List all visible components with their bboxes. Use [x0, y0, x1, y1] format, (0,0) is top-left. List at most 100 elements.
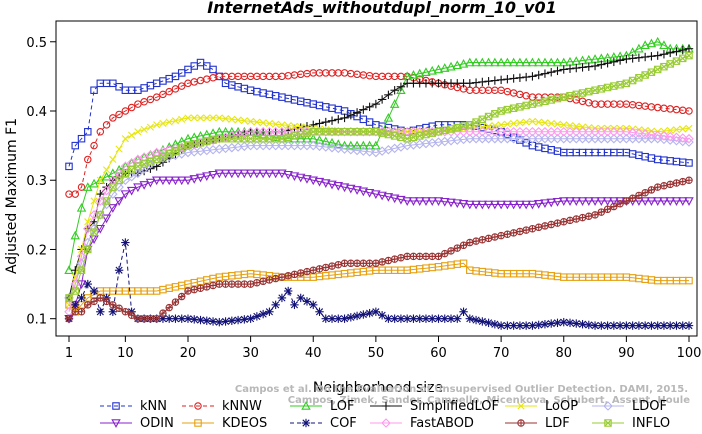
- data-point-ldof: [483, 133, 494, 144]
- data-point-inflo: [653, 65, 662, 74]
- data-point-simplifiedlof: [666, 48, 675, 58]
- data-point-odin: [659, 197, 669, 206]
- data-point-simplifiedlof: [471, 78, 481, 87]
- data-point-odin: [577, 197, 588, 206]
- data-point-cof: [384, 314, 393, 323]
- data-point-odin: [546, 198, 556, 208]
- data-point-simplifiedlof: [509, 74, 518, 83]
- legend-entry-knnw: kNNW: [182, 399, 262, 414]
- data-point-loop: [516, 119, 524, 127]
- data-point-ldof: [552, 133, 563, 144]
- data-point-cof: [296, 293, 305, 303]
- data-point-odin: [421, 197, 431, 206]
- legend-marker-ldof: [603, 401, 613, 411]
- data-point-odin: [170, 176, 181, 186]
- data-point-knn: [90, 86, 98, 94]
- data-point-odin: [377, 191, 387, 201]
- data-point-lof: [527, 57, 538, 67]
- legend-entry-ldf: LDF: [505, 416, 570, 431]
- data-point-simplifiedlof: [659, 50, 669, 59]
- data-point-knn: [84, 128, 92, 136]
- data-point-knn: [359, 115, 368, 124]
- data-point-lof: [321, 136, 331, 146]
- data-point-fastabod: [602, 126, 613, 137]
- data-point-ldf: [315, 265, 324, 273]
- data-point-loop: [685, 124, 693, 132]
- data-point-odin: [684, 197, 694, 206]
- data-point-odin: [308, 176, 318, 186]
- data-point-odin: [471, 200, 481, 210]
- data-point-odin: [584, 197, 594, 206]
- data-point-odin: [671, 197, 682, 206]
- data-point-fastabod: [684, 133, 694, 144]
- data-point-ldf: [566, 216, 574, 225]
- x-tick-label: 50: [368, 346, 385, 361]
- data-point-odin: [314, 177, 325, 187]
- data-point-ldf: [534, 223, 543, 232]
- data-point-simplifiedlof: [584, 62, 593, 71]
- data-point-lof: [546, 57, 556, 67]
- legend-marker-cof: [301, 418, 311, 428]
- data-point-simplifiedlof: [628, 54, 637, 63]
- data-point-simplifiedlof: [634, 53, 644, 62]
- data-point-cof: [177, 314, 186, 323]
- data-point-lof: [540, 57, 550, 67]
- data-point-loop: [578, 123, 587, 131]
- data-point-cof: [277, 293, 287, 303]
- legend-entry-fastabod: FastABOD: [370, 416, 474, 431]
- data-point-ldof: [490, 133, 500, 144]
- data-point-cof: [365, 308, 374, 318]
- data-point-simplifiedlof: [540, 69, 550, 78]
- y-tick-label: 0.1: [26, 313, 47, 328]
- data-point-fastabod: [283, 126, 293, 137]
- data-point-fastabod: [584, 126, 594, 137]
- data-point-fastabod: [496, 126, 506, 137]
- data-point-loop: [247, 117, 255, 125]
- legend-entry-cof: COF: [290, 416, 357, 431]
- data-point-ldof: [677, 136, 688, 147]
- data-point-odin: [533, 200, 544, 209]
- data-point-odin: [446, 198, 456, 208]
- data-point-inflo: [71, 287, 80, 295]
- data-point-ldof: [320, 142, 331, 152]
- data-point-cof: [190, 315, 199, 324]
- data-point-loop: [221, 115, 230, 123]
- data-point-ldf: [96, 294, 105, 302]
- data-point-odin: [139, 181, 149, 190]
- legend-marker-fastabod: [381, 418, 391, 428]
- data-point-fastabod: [609, 126, 619, 137]
- data-point-fastabod: [558, 126, 569, 137]
- data-point-simplifiedlof: [684, 44, 694, 53]
- data-point-fastabod: [590, 126, 600, 137]
- data-point-ldf: [653, 183, 662, 191]
- data-point-lof: [364, 140, 375, 150]
- data-point-loop: [178, 115, 186, 123]
- data-point-ldof: [665, 135, 675, 145]
- data-point-loop: [535, 118, 543, 126]
- data-point-ldf: [453, 244, 462, 252]
- data-point-ldf: [359, 259, 368, 268]
- data-point-inflo: [672, 57, 681, 65]
- data-point-fastabod: [396, 126, 406, 137]
- data-point-cof: [302, 297, 312, 306]
- data-point-fastabod: [577, 126, 588, 137]
- data-point-inflo: [271, 134, 280, 143]
- data-point-simplifiedlof: [578, 63, 587, 72]
- data-point-simplifiedlof: [327, 116, 337, 125]
- data-point-ldf: [559, 218, 568, 226]
- data-point-knnw: [96, 128, 105, 136]
- data-point-ldf: [328, 262, 336, 270]
- data-point-cof: [390, 314, 399, 323]
- data-point-loop: [240, 117, 248, 125]
- data-point-fastabod: [627, 127, 638, 138]
- data-point-loop: [234, 116, 242, 124]
- series-knnw: [65, 69, 693, 198]
- data-point-knnw: [152, 93, 161, 101]
- data-point-inflo: [359, 128, 368, 136]
- data-point-simplifiedlof: [653, 51, 662, 60]
- data-point-loop: [265, 119, 273, 128]
- data-point-lof: [483, 57, 494, 67]
- data-point-ldf: [466, 238, 474, 247]
- series-ldf: [65, 176, 693, 323]
